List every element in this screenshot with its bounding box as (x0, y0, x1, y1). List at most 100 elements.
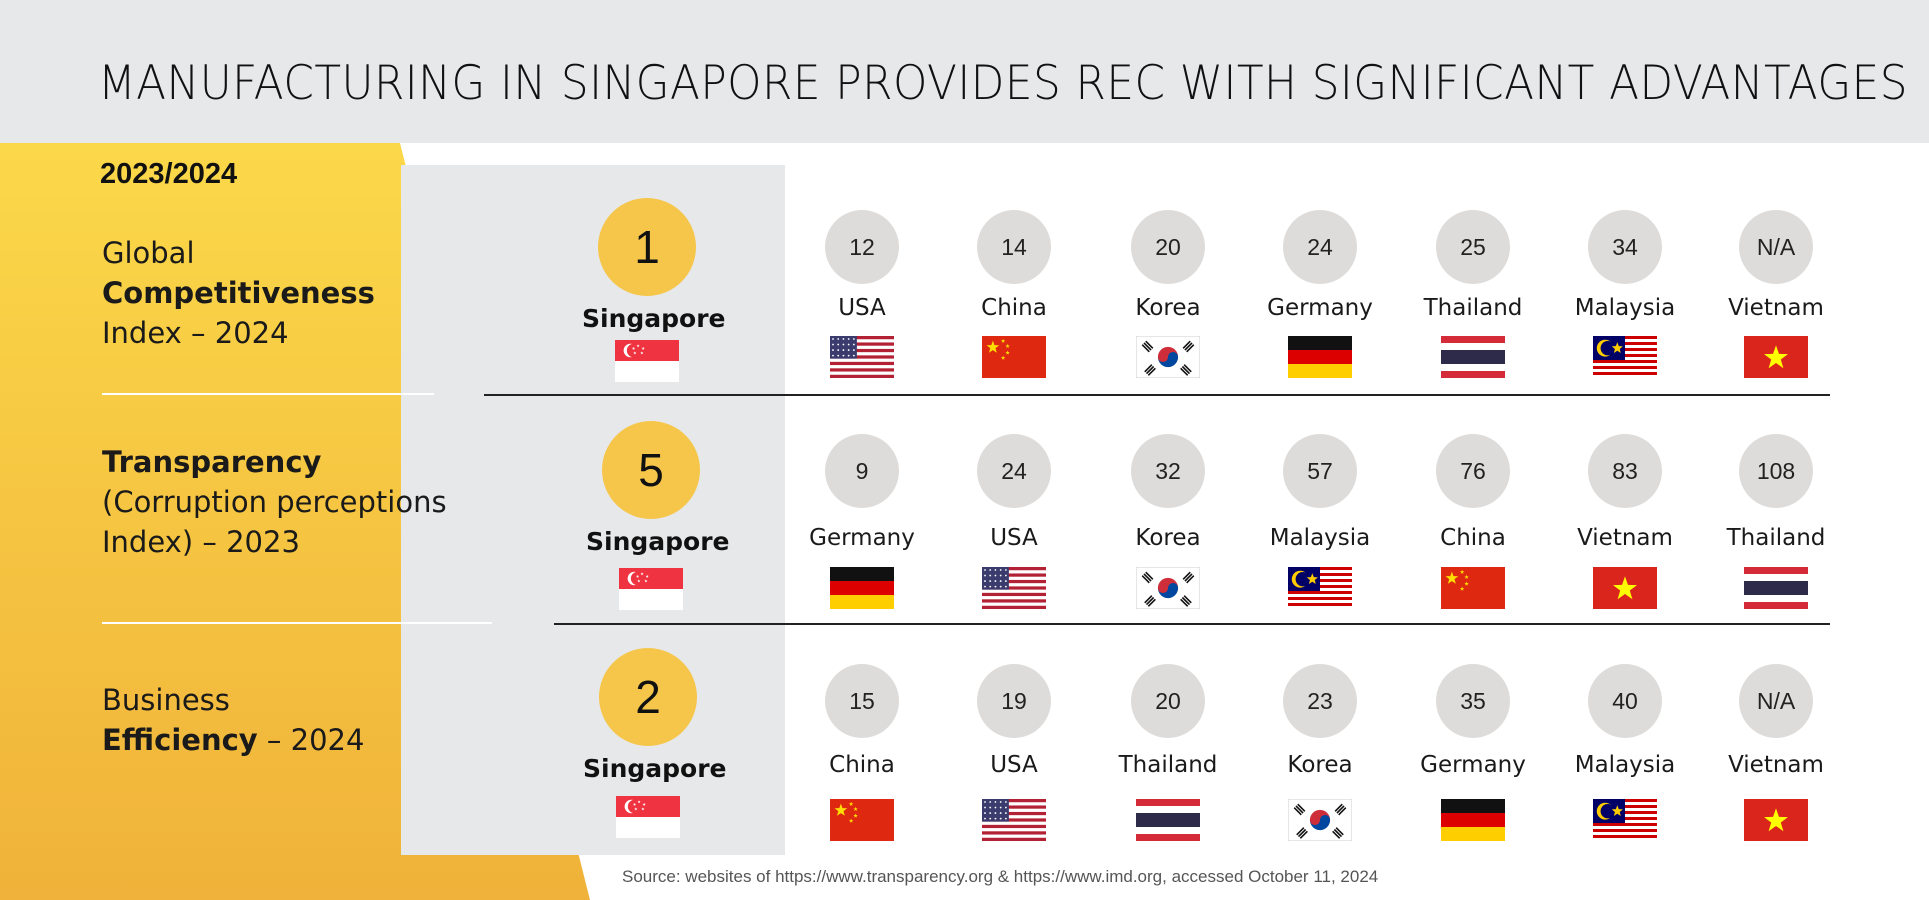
singapore-rank-card: 1 Singapore (582, 198, 726, 333)
th-flag-icon (1744, 567, 1808, 613)
rank-value: N/A (1739, 664, 1813, 738)
country-name: Korea (1135, 525, 1201, 551)
country-name: China (1440, 525, 1506, 551)
singapore-name: Singapore (582, 304, 726, 333)
rank-value: 9 (825, 434, 899, 508)
country-name: Germany (1420, 752, 1526, 778)
kr-flag-icon (1287, 798, 1353, 845)
rank-value: 108 (1739, 434, 1813, 508)
us-flag-icon (982, 799, 1046, 845)
singapore-rank-circle: 5 (602, 421, 700, 519)
category-transparency: Transparency (Corruption perceptions Ind… (102, 445, 447, 559)
rank-value: 12 (825, 210, 899, 284)
country-name: Malaysia (1574, 752, 1676, 778)
singapore-rank-card: 2 Singapore (583, 648, 727, 783)
country-name: China (981, 295, 1047, 321)
category-business-efficiency: Business Efficiency – 2024 (102, 683, 365, 757)
rank-circle: 25 (1408, 210, 1538, 284)
rank-circle: 23 (1255, 664, 1385, 738)
cn-flag-icon (830, 799, 894, 845)
rank-circle: 57 (1255, 434, 1385, 508)
cn-flag-icon (1441, 567, 1505, 613)
us-flag-icon (830, 336, 894, 382)
th-flag-icon (1441, 336, 1505, 382)
rank-value: 34 (1588, 210, 1662, 284)
rank-circle: 40 (1560, 664, 1690, 738)
country-name: Korea (1135, 295, 1201, 321)
my-flag-icon (1593, 799, 1657, 845)
rank-value: 24 (977, 434, 1051, 508)
country-name: Malaysia (1269, 525, 1371, 551)
country-name: USA (990, 752, 1038, 778)
country-name: Malaysia (1574, 295, 1676, 321)
rank-value: 20 (1131, 210, 1205, 284)
rank-circle: 14 (949, 210, 1079, 284)
country-name: Thailand (1118, 752, 1218, 778)
singapore-rank-circle: 1 (598, 198, 696, 296)
rank-circle: 108 (1711, 434, 1841, 508)
country-name: Vietnam (1728, 295, 1824, 321)
kr-flag-icon (1135, 335, 1201, 382)
rank-value: 19 (977, 664, 1051, 738)
rank-circle: 15 (797, 664, 927, 738)
country-name: Germany (1267, 295, 1373, 321)
singapore-column (401, 165, 785, 855)
rank-circle: 19 (949, 664, 1079, 738)
rank-value: 57 (1283, 434, 1357, 508)
country-name: Vietnam (1728, 752, 1824, 778)
rank-value: 23 (1283, 664, 1357, 738)
rank-value: 32 (1131, 434, 1205, 508)
my-flag-icon (1288, 567, 1352, 613)
rank-value: 35 (1436, 664, 1510, 738)
country-name: Vietnam (1577, 525, 1673, 551)
rank-circle: 32 (1103, 434, 1233, 508)
country-name: Thailand (1423, 295, 1523, 321)
kr-flag-icon (1135, 566, 1201, 613)
rank-value: 14 (977, 210, 1051, 284)
rank-circle: 20 (1103, 664, 1233, 738)
de-flag-icon (830, 567, 894, 613)
header-band (0, 0, 1929, 143)
country-name: Thailand (1726, 525, 1826, 551)
page-title: MANUFACTURING IN SINGAPORE PROVIDES REC … (98, 56, 1908, 111)
vn-flag-icon (1744, 799, 1808, 845)
th-flag-icon (1136, 799, 1200, 845)
cn-flag-icon (982, 336, 1046, 382)
source-note: Source: websites of https://www.transpar… (622, 867, 1379, 886)
singapore-rank-card: 5 Singapore (586, 421, 730, 556)
rank-circle: 20 (1103, 210, 1233, 284)
rank-circle: 83 (1560, 434, 1690, 508)
rank-value: 76 (1436, 434, 1510, 508)
rank-value: 25 (1436, 210, 1510, 284)
singapore-name: Singapore (586, 527, 730, 556)
rank-circle: 34 (1560, 210, 1690, 284)
rank-circle: 35 (1408, 664, 1538, 738)
de-flag-icon (1441, 799, 1505, 845)
category-divider (102, 393, 434, 395)
singapore-name: Singapore (583, 754, 727, 783)
sg-flag-icon (619, 568, 683, 614)
vn-flag-icon (1593, 567, 1657, 613)
rank-value: 40 (1588, 664, 1662, 738)
rank-circle: 76 (1408, 434, 1538, 508)
vn-flag-icon (1744, 336, 1808, 382)
us-flag-icon (982, 567, 1046, 613)
de-flag-icon (1288, 336, 1352, 382)
category-divider (102, 622, 492, 624)
rank-value: 20 (1131, 664, 1205, 738)
year-label: 2023/2024 (100, 158, 238, 190)
rank-circle: 12 (797, 210, 927, 284)
country-name: Korea (1287, 752, 1353, 778)
my-flag-icon (1593, 336, 1657, 382)
rank-value: 24 (1283, 210, 1357, 284)
singapore-rank-circle: 2 (599, 648, 697, 746)
category-global-competitiveness: Global Competitiveness Index – 2024 (102, 236, 375, 350)
rank-value: N/A (1739, 210, 1813, 284)
rank-value: 83 (1588, 434, 1662, 508)
rank-circle: N/A (1711, 210, 1841, 284)
country-name: China (829, 752, 895, 778)
row-divider (554, 623, 1830, 625)
rank-value: 15 (825, 664, 899, 738)
country-name: Germany (809, 525, 915, 551)
sg-flag-icon (616, 796, 680, 842)
